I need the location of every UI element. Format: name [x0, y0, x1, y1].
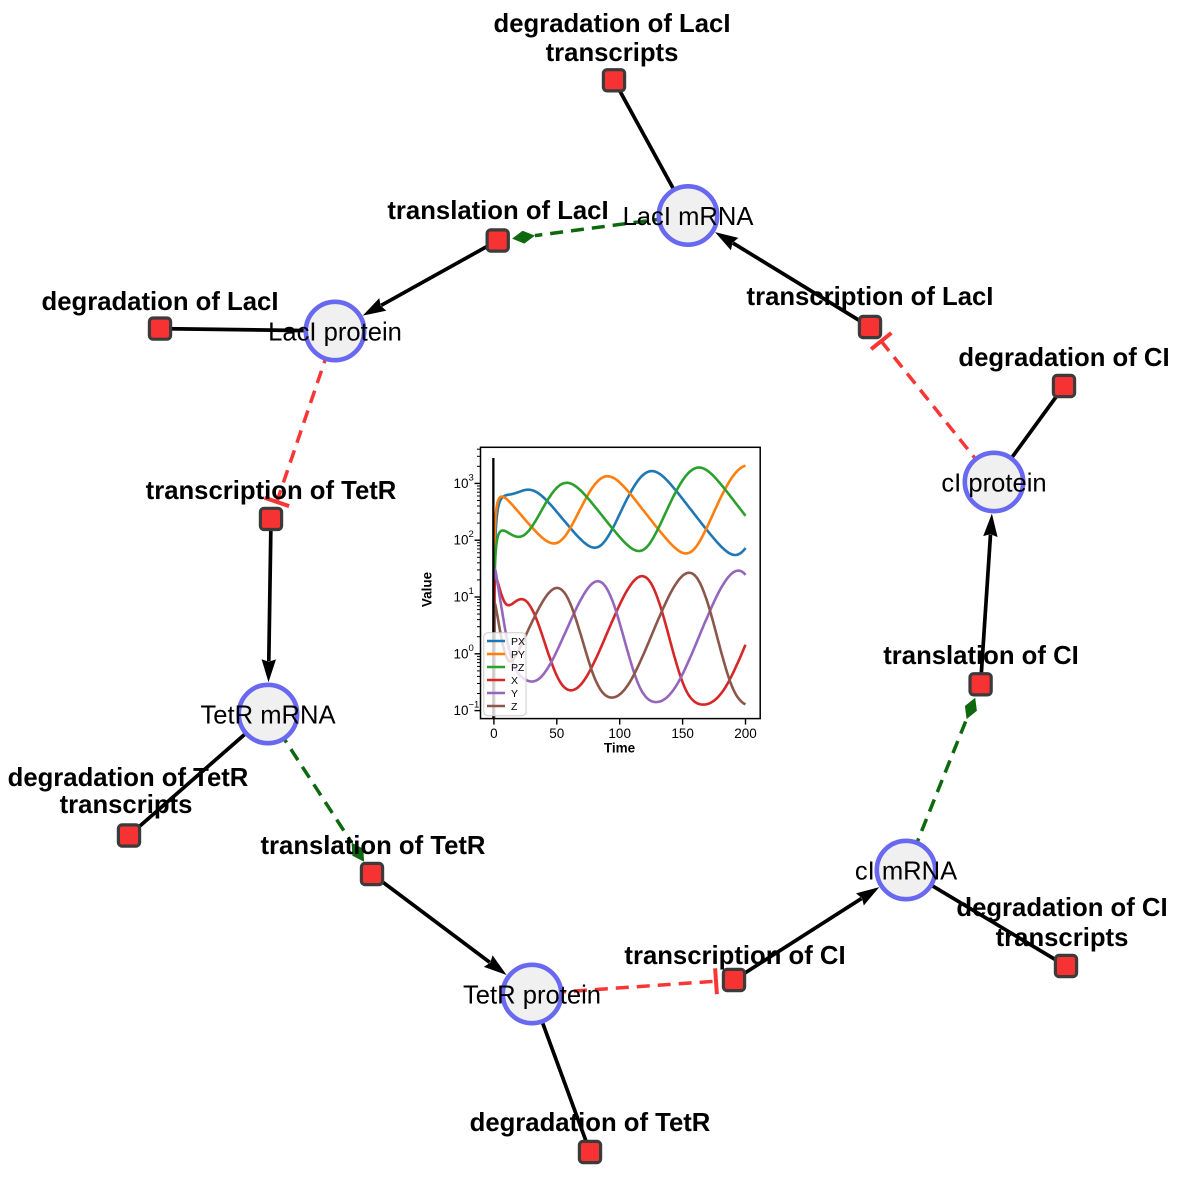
svg-text:0: 0	[490, 726, 498, 741]
svg-text:degradation of LacI: degradation of LacI	[494, 10, 731, 38]
svg-text:150: 150	[671, 726, 694, 741]
svg-text:cI mRNA: cI mRNA	[855, 857, 958, 885]
svg-text:degradation of LacI: degradation of LacI	[42, 288, 279, 316]
svg-text:transcripts: transcripts	[546, 39, 679, 67]
svg-text:translation of CI: translation of CI	[883, 642, 1079, 670]
svg-text:−1: −1	[469, 700, 480, 711]
svg-text:10: 10	[453, 476, 468, 491]
svg-text:X: X	[511, 675, 518, 687]
svg-text:degradation of CI: degradation of CI	[956, 894, 1167, 922]
svg-text:Y: Y	[511, 688, 518, 700]
svg-text:degradation of CI: degradation of CI	[958, 344, 1169, 372]
svg-text:degradation of TetR: degradation of TetR	[470, 1109, 711, 1137]
svg-text:10: 10	[453, 646, 468, 661]
svg-text:cI protein: cI protein	[941, 469, 1046, 497]
svg-text:TetR mRNA: TetR mRNA	[200, 701, 336, 729]
svg-text:1: 1	[469, 586, 474, 597]
svg-text:transcripts: transcripts	[60, 791, 193, 819]
svg-text:10: 10	[453, 590, 468, 605]
svg-text:50: 50	[549, 726, 564, 741]
svg-text:2: 2	[469, 529, 474, 540]
svg-text:3: 3	[469, 472, 474, 483]
svg-text:transcription of LacI: transcription of LacI	[747, 283, 994, 311]
svg-text:transcripts: transcripts	[996, 924, 1129, 952]
svg-text:10: 10	[453, 703, 468, 718]
svg-text:100: 100	[608, 726, 631, 741]
svg-text:translation of TetR: translation of TetR	[260, 832, 485, 860]
svg-text:0: 0	[469, 643, 474, 654]
svg-text:PY: PY	[511, 649, 525, 661]
svg-text:PZ: PZ	[511, 662, 525, 674]
svg-text:PX: PX	[511, 636, 525, 648]
svg-text:degradation of TetR: degradation of TetR	[8, 764, 249, 792]
svg-text:Value: Value	[420, 571, 435, 607]
svg-text:Time: Time	[604, 741, 636, 756]
svg-text:TetR protein: TetR protein	[463, 981, 601, 1009]
svg-text:transcription of CI: transcription of CI	[624, 942, 845, 970]
svg-text:200: 200	[734, 726, 757, 741]
svg-text:transcription of TetR: transcription of TetR	[146, 477, 397, 505]
svg-text:10: 10	[453, 533, 468, 548]
svg-text:Z: Z	[511, 701, 518, 713]
svg-text:LacI protein: LacI protein	[268, 318, 402, 346]
svg-text:LacI mRNA: LacI mRNA	[623, 203, 755, 231]
svg-text:translation of LacI: translation of LacI	[387, 197, 608, 225]
